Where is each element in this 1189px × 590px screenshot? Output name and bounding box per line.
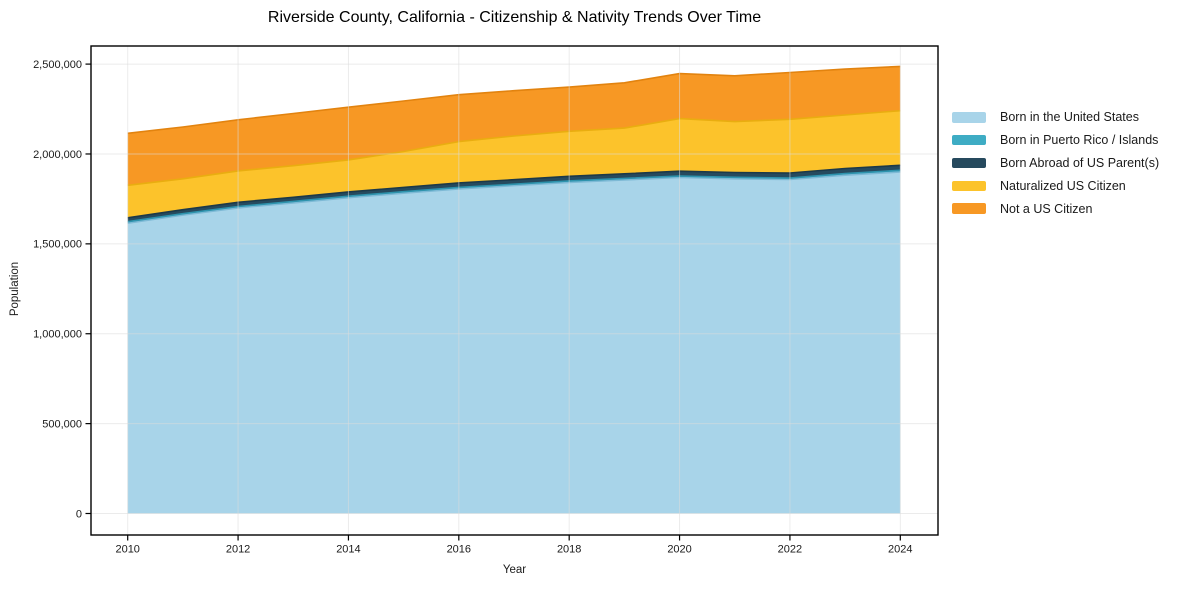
legend-swatch-icon <box>952 203 986 214</box>
x-tick-label: 2016 <box>447 544 471 556</box>
legend-swatch-icon <box>952 157 986 169</box>
x-tick-label: 2014 <box>336 544 360 556</box>
legend-swatch-icon <box>952 134 986 146</box>
area-edge-born-abroad-of-us-parent-s <box>127 164 901 219</box>
legend-swatch-icon <box>952 180 986 192</box>
x-tick-label: 2010 <box>115 544 139 556</box>
legend-label: Born in Puerto Rico / Islands <box>1000 133 1159 148</box>
area-edge-born-in-the-united-states <box>127 171 901 224</box>
legend-label: Born Abroad of US Parent(s) <box>1000 155 1160 170</box>
x-tick-label: 2012 <box>226 544 250 556</box>
y-tick-label: 2,500,000 <box>33 59 82 71</box>
area-edge-born-in-puerto-rico-islands <box>127 169 901 223</box>
x-tick-label: 2018 <box>557 544 581 556</box>
y-tick-label: 1,000,000 <box>33 329 82 341</box>
legend-label: Naturalized US Citizen <box>1000 178 1126 193</box>
legend-swatch-icon <box>952 112 986 123</box>
legend-item: Naturalized US Citizen <box>952 174 1159 197</box>
legend: Born in the United States Born in Puerto … <box>952 106 1159 220</box>
area-naturalized-us-citizen <box>127 110 901 218</box>
legend-item: Born in Puerto Rico / Islands <box>952 129 1159 152</box>
legend-item: Born Abroad of US Parent(s) <box>952 152 1159 175</box>
y-tick-label: 500,000 <box>42 418 82 430</box>
x-tick-label: 2020 <box>667 544 691 556</box>
area-edge-not-a-us-citizen <box>127 65 901 135</box>
legend-item: Born in the United States <box>952 106 1159 129</box>
legend-item: Not a US Citizen <box>952 197 1159 220</box>
legend-label: Born in the United States <box>1000 110 1139 125</box>
plot-frame <box>90 45 939 536</box>
area-not-a-us-citizen <box>127 66 901 186</box>
x-axis-label: Year <box>502 564 527 576</box>
y-tick-label: 0 <box>76 508 82 520</box>
y-tick-label: 1,500,000 <box>33 239 82 251</box>
chart-title: Riverside County, California - Citizensh… <box>267 9 762 26</box>
area-born-in-the-united-states <box>127 172 901 514</box>
legend-label: Not a US Citizen <box>1000 201 1093 216</box>
y-axis-label: Population <box>9 261 21 317</box>
x-tick-label: 2024 <box>888 544 912 556</box>
x-tick-label: 2022 <box>778 544 802 556</box>
y-tick-label: 2,000,000 <box>33 149 82 161</box>
area-edge-naturalized-us-citizen <box>127 109 901 187</box>
